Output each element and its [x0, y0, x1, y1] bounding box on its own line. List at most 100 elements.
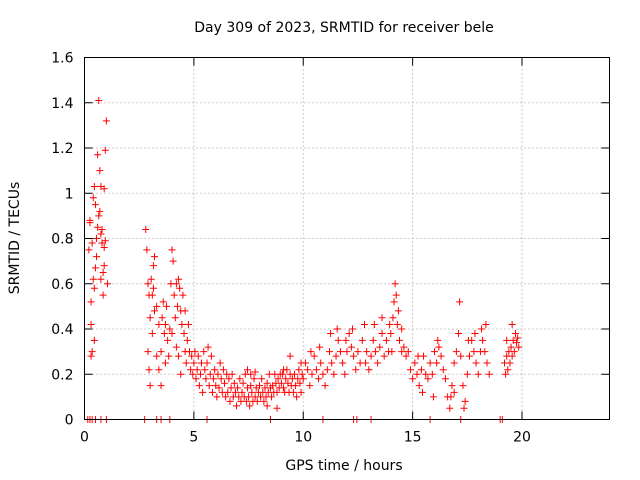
- data-point: [456, 298, 464, 306]
- data-point: [369, 336, 377, 344]
- data-point: [483, 359, 491, 367]
- data-point: [466, 352, 473, 360]
- data-point: [189, 370, 197, 378]
- data-point: [308, 370, 316, 378]
- data-point: [370, 320, 378, 328]
- data-point: [99, 291, 107, 299]
- data-point: [352, 366, 360, 374]
- data-point: [187, 366, 195, 374]
- data-point: [363, 348, 371, 356]
- data-point: [343, 348, 351, 356]
- data-point: [415, 382, 423, 390]
- data-point: [474, 370, 482, 378]
- data-point: [292, 382, 300, 390]
- data-point: [316, 343, 324, 351]
- data-point: [170, 291, 178, 299]
- data-point: [447, 393, 455, 401]
- data-point: [319, 370, 327, 378]
- data-point: [171, 314, 179, 322]
- data-point: [417, 366, 425, 374]
- x-tick-label: 5: [189, 430, 198, 446]
- data-point: [151, 253, 158, 261]
- data-point: [398, 348, 406, 356]
- data-point: [409, 375, 417, 383]
- data-point: [94, 151, 102, 159]
- data-point: [472, 359, 480, 367]
- data-point: [96, 167, 104, 175]
- data-point: [414, 352, 422, 360]
- data-point: [195, 382, 203, 390]
- data-point: [238, 388, 246, 396]
- data-point: [378, 330, 386, 338]
- data-point: [374, 359, 382, 367]
- data-point: [345, 330, 353, 338]
- data-point: [147, 275, 155, 283]
- data-point: [350, 352, 358, 360]
- y-tick-label: 0.4: [51, 322, 73, 338]
- data-point: [188, 352, 196, 360]
- data-point: [155, 320, 163, 328]
- data-point: [88, 239, 96, 247]
- data-point: [297, 388, 305, 396]
- data-point: [191, 348, 199, 356]
- data-point: [310, 352, 318, 360]
- data-point: [91, 264, 99, 272]
- data-point: [247, 382, 255, 390]
- data-point: [452, 348, 460, 356]
- data-point: [149, 284, 157, 292]
- data-point: [194, 352, 202, 360]
- data-point: [144, 348, 152, 356]
- data-point: [411, 359, 419, 367]
- data-point: [182, 359, 190, 367]
- data-point: [304, 366, 312, 374]
- data-point: [100, 244, 108, 252]
- data-point: [161, 320, 169, 328]
- data-point: [464, 336, 472, 344]
- data-point: [236, 375, 244, 383]
- data-point: [148, 291, 156, 299]
- data-point: [146, 382, 154, 390]
- data-point: [91, 201, 99, 209]
- data-point: [273, 404, 281, 412]
- data-point: [233, 402, 241, 410]
- data-point: [398, 325, 406, 333]
- data-point: [406, 366, 414, 374]
- data-point: [380, 352, 388, 360]
- data-point: [216, 359, 224, 367]
- data-point: [460, 404, 468, 412]
- data-point: [273, 388, 281, 396]
- data-point: [446, 404, 454, 412]
- data-point: [99, 268, 107, 276]
- data-point: [207, 352, 215, 360]
- data-point: [286, 352, 294, 360]
- data-point: [471, 330, 479, 338]
- data-point: [243, 366, 251, 374]
- data-point: [87, 320, 95, 328]
- data-point: [515, 343, 523, 351]
- data-point: [97, 275, 105, 283]
- y-tick-label: 1.6: [51, 51, 73, 67]
- data-point: [426, 359, 434, 367]
- data-point: [143, 246, 151, 254]
- data-point: [478, 325, 486, 333]
- y-axis-title: SRMTID / TECUs: [7, 182, 23, 295]
- data-point: [330, 370, 338, 378]
- data-point: [211, 366, 219, 374]
- data-point: [332, 352, 340, 360]
- data-point: [253, 397, 261, 405]
- data-point: [358, 336, 366, 344]
- data-point: [321, 382, 329, 390]
- data-point: [89, 194, 97, 202]
- data-point: [450, 388, 458, 396]
- data-point: [315, 375, 323, 383]
- data-point: [248, 388, 256, 396]
- data-point: [312, 366, 320, 374]
- data-point: [157, 348, 165, 356]
- data-point: [145, 366, 153, 374]
- data-point: [347, 343, 355, 351]
- data-point: [348, 325, 356, 333]
- data-point: [418, 388, 426, 396]
- data-point: [450, 359, 458, 367]
- data-point: [144, 280, 152, 288]
